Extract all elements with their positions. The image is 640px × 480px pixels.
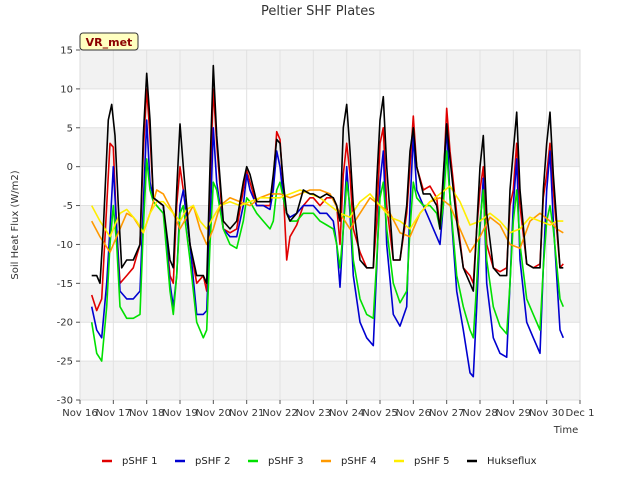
y-tick-label: -15: [57, 279, 73, 290]
x-tick-label: Nov 27: [429, 408, 464, 419]
series-line-pshf-4: [90, 189, 564, 253]
series-line-hukseflux: [91, 64, 564, 292]
legend-label: pSHF 1: [122, 456, 158, 467]
x-tick-label: Nov 30: [529, 408, 564, 419]
x-tick-label: Nov 20: [196, 408, 231, 419]
legend-item: pSHF 4: [321, 456, 377, 467]
series-layer: [90, 64, 565, 378]
x-tick-label: Nov 16: [62, 408, 97, 419]
x-tick-label: Dec 1: [566, 408, 595, 419]
x-tick-label: Nov 29: [496, 408, 531, 419]
legend-item: pSHF 1: [102, 456, 158, 467]
y-tick-label: -10: [57, 240, 73, 251]
y-tick-label: 15: [60, 46, 73, 57]
legend: pSHF 1 pSHF 2 pSHF 3 pSHF 4 pSHF 5 Hukseflux: [102, 456, 537, 467]
y-tick-label: -30: [57, 396, 73, 407]
x-tick-label: Nov 18: [129, 408, 164, 419]
x-tick-label: Nov 19: [162, 408, 197, 419]
legend-item: pSHF 5: [394, 456, 450, 467]
x-tick-label: Nov 25: [362, 408, 397, 419]
legend-label: Hukseflux: [487, 456, 537, 467]
plot-band: [80, 127, 580, 167]
legend-item: pSHF 2: [175, 456, 231, 467]
x-tick-label: Nov 17: [96, 408, 131, 419]
x-tick-label: Nov 21: [229, 408, 264, 419]
x-tick-label: Nov 28: [462, 408, 497, 419]
legend-label: pSHF 4: [341, 456, 377, 467]
x-axis-label: Time: [553, 425, 578, 436]
y-tick-label: 0: [67, 162, 73, 173]
series-line-pshf-1: [90, 88, 564, 312]
y-axis: 15 10 5 0 -5 -10 -15 -20 -25 -30: [57, 46, 80, 407]
vr-met-badge-label: VR_met: [86, 36, 133, 49]
legend-label: pSHF 2: [195, 456, 231, 467]
legend-label: pSHF 3: [268, 456, 304, 467]
x-tick-label: Nov 24: [329, 408, 364, 419]
x-tick-label: Nov 22: [262, 408, 297, 419]
y-tick-label: 10: [60, 84, 73, 95]
legend-label: pSHF 5: [414, 456, 450, 467]
y-axis-label: Soil Heat Flux (W/m2): [10, 170, 21, 279]
chart-title: Peltier SHF Plates: [261, 4, 375, 19]
y-tick-label: 5: [67, 123, 73, 134]
plot-band: [80, 50, 580, 89]
plot-bands: [80, 50, 580, 400]
plot-band: [80, 361, 580, 400]
y-tick-label: -20: [57, 318, 73, 329]
legend-item: Hukseflux: [467, 456, 537, 467]
legend-item: pSHF 3: [248, 456, 304, 467]
series-line-pshf-3: [90, 150, 565, 362]
y-tick-label: -5: [63, 201, 73, 212]
y-tick-label: -25: [57, 357, 73, 368]
x-tick-label: Nov 26: [396, 408, 431, 419]
x-tick-label: Nov 23: [296, 408, 331, 419]
plot-band: [80, 283, 580, 323]
plot-area: [79, 49, 581, 401]
vr-met-badge: VR_met: [79, 32, 139, 51]
plot-band: [80, 205, 580, 245]
